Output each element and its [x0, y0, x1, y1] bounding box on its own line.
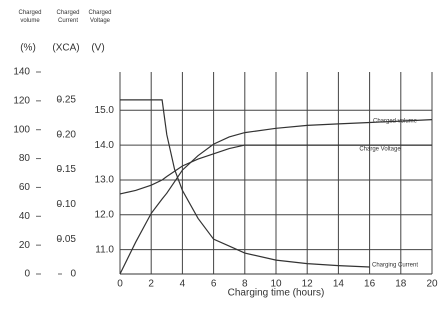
- y2-tick-label: 0.25: [57, 95, 77, 106]
- y-tick-label: 60: [19, 182, 31, 193]
- axis-header: Charged Voltage: [88, 10, 111, 24]
- y-tick-label: 40: [19, 211, 31, 222]
- y2-tick-label: 0.20: [57, 129, 77, 140]
- x-tick-label: 8: [242, 279, 248, 290]
- series-label: Charge Voltage: [359, 147, 401, 153]
- series-label: Charging Current: [372, 263, 418, 269]
- x-tick-label: 10: [270, 279, 282, 290]
- x-tick-label: 6: [211, 279, 217, 290]
- series-line: [120, 99, 370, 268]
- x-tick-label: 0: [117, 279, 123, 290]
- y-tick-label: 140: [13, 67, 30, 78]
- y2-tick-label: 0.15: [57, 164, 77, 175]
- series-line: [119, 119, 433, 275]
- axis-unit: (%): [20, 43, 36, 54]
- axis-header: Charged Current: [56, 10, 79, 24]
- y3-tick-label: 15.0: [95, 105, 115, 116]
- x-tick-label: 20: [426, 279, 438, 290]
- y2-tick-label: 0: [70, 269, 76, 280]
- y-tick-label: 120: [13, 95, 30, 106]
- y3-tick-label: 12.0: [95, 209, 115, 220]
- y3-tick-label: 11.0: [95, 244, 114, 255]
- y3-tick-label: 13.0: [95, 175, 115, 186]
- x-tick-label: 2: [148, 279, 154, 290]
- series-label: Charged volume: [373, 119, 418, 125]
- axis-unit: (V): [91, 43, 104, 54]
- series-line: [119, 144, 432, 195]
- x-axis-label: Charging time (hours): [228, 288, 325, 299]
- y-tick-label: 100: [13, 124, 30, 135]
- y2-tick-label: 0.10: [57, 199, 77, 210]
- axis-unit: (XCA): [52, 43, 79, 54]
- axis-header: Charged volume: [18, 10, 41, 24]
- y-tick-label: 0: [24, 269, 30, 280]
- x-tick-label: 14: [333, 279, 345, 290]
- x-tick-label: 4: [180, 279, 186, 290]
- x-tick-label: 12: [302, 279, 314, 290]
- y2-tick-label: 0.05: [57, 234, 77, 245]
- y-tick-label: 80: [19, 153, 31, 164]
- x-tick-label: 18: [395, 279, 407, 290]
- y-tick-label: 20: [19, 240, 31, 251]
- y3-tick-label: 14.0: [95, 140, 115, 151]
- x-tick-label: 16: [364, 279, 376, 290]
